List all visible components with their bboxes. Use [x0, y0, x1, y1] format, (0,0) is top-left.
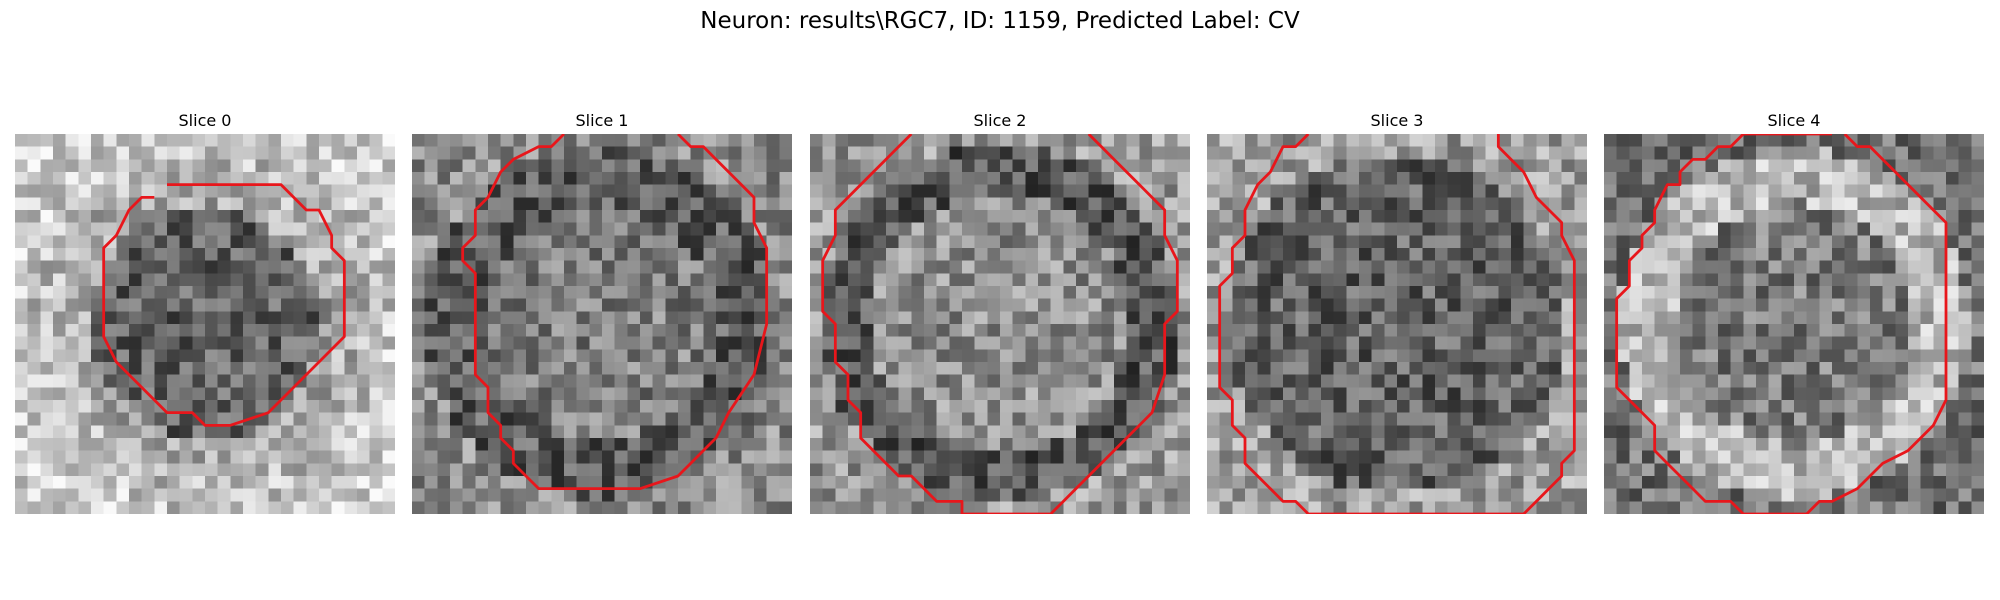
- slice-title: Slice 0: [178, 111, 232, 130]
- slice-image: [810, 134, 1190, 514]
- slice-title: Slice 2: [973, 111, 1027, 130]
- segmentation-contour: [1218, 134, 1576, 514]
- slice-image: [1207, 134, 1587, 514]
- segmentation-contour: [102, 183, 346, 427]
- slice-image: [15, 134, 395, 514]
- slice-image: [1604, 134, 1984, 514]
- slice-panel-4: Slice 4: [1604, 108, 1984, 514]
- slice-title: Slice 1: [575, 111, 629, 130]
- slice-panel-3: Slice 3: [1207, 108, 1587, 514]
- slice-image: [412, 134, 792, 514]
- slice-title: Slice 3: [1370, 111, 1424, 130]
- segmentation-contour: [1615, 134, 1948, 514]
- slice-panel-2: Slice 2: [810, 108, 1190, 514]
- slice-panel-0: Slice 0: [15, 108, 395, 514]
- slice-title: Slice 4: [1767, 111, 1821, 130]
- figure-title: Neuron: results\RGC7, ID: 1159, Predicte…: [700, 8, 1300, 34]
- segmentation-contour: [461, 134, 769, 491]
- slice-panel-1: Slice 1: [412, 108, 792, 514]
- segmentation-contour: [821, 134, 1179, 514]
